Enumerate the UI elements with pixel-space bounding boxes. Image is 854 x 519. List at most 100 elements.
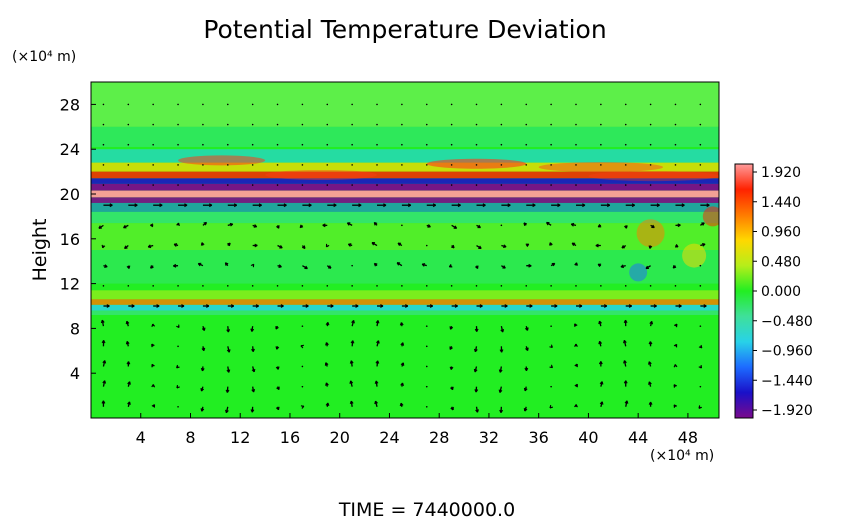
vector-arrowhead	[322, 223, 326, 228]
vector-arrowhead	[226, 369, 231, 373]
vector-arrowhead	[523, 222, 527, 226]
vector-arrowhead	[678, 304, 682, 308]
vector-arrowhead	[101, 244, 106, 249]
vector-arrowhead	[373, 262, 378, 267]
vector-arrowhead	[599, 381, 604, 385]
field-band	[91, 178, 719, 184]
vector-arrowhead	[251, 368, 256, 373]
vector-arrow	[326, 164, 329, 166]
vector-arrowhead	[279, 245, 283, 249]
plot-area	[90, 81, 720, 419]
vector-arrow	[401, 143, 403, 146]
vector-arrow	[177, 285, 179, 287]
vector-arrowhead	[131, 304, 135, 308]
x-tick-label: 44	[628, 428, 648, 447]
colorbar-tick-label: −0.480	[761, 314, 813, 330]
vector-arrow	[301, 123, 304, 126]
vector-arrow	[376, 184, 378, 186]
vector-arrow	[649, 184, 652, 186]
vector-arrow	[102, 285, 105, 287]
x-tick-label: 16	[280, 428, 300, 447]
vector-arrowhead	[275, 406, 280, 411]
vector-arrowhead	[176, 222, 180, 227]
vector-arrowhead	[474, 389, 479, 393]
vector-arrow	[376, 285, 378, 287]
vector-arrowhead	[200, 408, 205, 412]
vector-arrow	[152, 164, 154, 166]
vector-arrowhead	[427, 224, 431, 228]
vector-arrowhead	[375, 360, 380, 364]
vector-arrowhead	[549, 344, 553, 349]
vector-arrowhead	[101, 340, 106, 344]
vector-arrowhead	[624, 225, 628, 229]
vector-arrow	[376, 164, 378, 166]
vector-arrowhead	[574, 323, 578, 327]
y-tick-label: 4	[70, 364, 80, 383]
vector-arrow	[177, 123, 179, 126]
x-tick-label: 32	[479, 428, 499, 447]
vector-arrowhead	[502, 265, 506, 269]
field-band	[91, 202, 719, 212]
vector-arrowhead	[125, 320, 130, 325]
y-tick-label: 12	[60, 275, 80, 294]
y-axis-ticks: 4 8 12 16 20 24 28	[60, 95, 96, 383]
vector-arrowhead	[350, 340, 355, 344]
vector-arrow	[450, 143, 453, 146]
vector-arrowhead	[151, 323, 156, 328]
vector-arrowhead	[698, 405, 702, 409]
vector-arrow	[575, 103, 577, 106]
vector-arrow	[425, 143, 428, 146]
vector-arrowhead	[371, 242, 376, 246]
vector-arrow	[301, 143, 304, 146]
vector-arrow	[301, 184, 304, 186]
vector-arrow	[351, 184, 353, 186]
field-band	[91, 183, 719, 191]
vector-arrowhead	[421, 263, 426, 267]
vector-arrow	[674, 184, 677, 186]
vector-arrowhead	[449, 366, 454, 370]
vector-arrow	[500, 184, 503, 186]
vector-arrowhead	[624, 400, 629, 404]
x-unit-label: (×10⁴ m)	[650, 448, 714, 464]
colorbar-ticks: 1.920 1.440 0.960 0.480 0.000 −0.480 −0.960 −1.…	[753, 165, 813, 419]
vector-arrow	[202, 164, 204, 166]
vector-arrowhead	[250, 409, 255, 413]
vector-arrowhead	[475, 409, 479, 413]
vector-arrowhead	[449, 346, 453, 350]
vector-arrow	[649, 164, 652, 166]
vector-arrowhead	[703, 304, 707, 308]
vector-arrowhead	[399, 402, 404, 407]
vector-arrow	[226, 103, 229, 106]
vector-arrowhead	[529, 304, 533, 308]
vector-arrowhead	[621, 245, 625, 249]
x-tick-label: 28	[429, 428, 449, 447]
vector-arrowhead	[255, 304, 259, 308]
vector-arrowhead	[449, 326, 454, 330]
vector-arrow	[699, 264, 702, 267]
vector-arrowhead	[124, 245, 128, 250]
vector-arrow	[177, 164, 179, 166]
vector-arrow	[425, 103, 428, 106]
vector-arrow	[550, 325, 552, 327]
y-tick-label: 8	[70, 319, 80, 338]
vector-arrowhead	[528, 263, 532, 268]
vector-arrow	[202, 143, 204, 146]
vector-arrowhead	[574, 404, 578, 408]
vector-arrow	[102, 103, 105, 106]
vector-arrow	[624, 184, 627, 186]
vector-arrowhead	[275, 346, 280, 350]
vector-arrowhead	[549, 364, 554, 369]
vector-arrowhead	[201, 327, 206, 331]
vector-arrow	[401, 224, 403, 227]
vector-arrow	[152, 184, 154, 186]
vector-arrow	[649, 103, 652, 106]
vector-arrowhead	[325, 382, 329, 386]
vector-arrow	[202, 123, 204, 126]
vector-arrowhead	[554, 304, 558, 308]
vector-arrow	[127, 285, 130, 287]
chart-title: Potential Temperature Deviation	[203, 15, 606, 44]
vector-arrowhead	[525, 243, 530, 248]
vector-arrowhead	[233, 203, 238, 208]
vector-arrowhead	[599, 401, 604, 405]
vector-arrow	[326, 143, 329, 146]
